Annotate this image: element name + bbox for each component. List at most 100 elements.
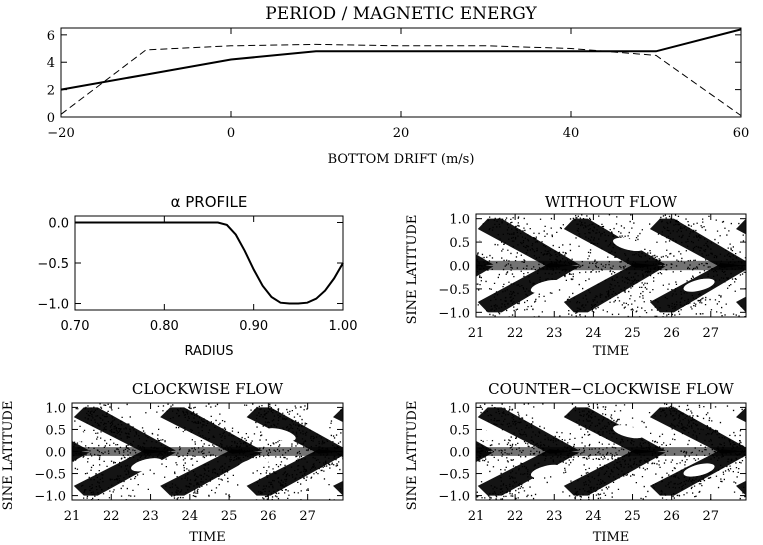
y-tick-label: −0.5 <box>438 468 470 483</box>
y-tick-label: 0.5 <box>45 423 66 438</box>
wing-band <box>73 407 176 454</box>
chart-title: CLOCKWISE FLOW <box>132 380 284 398</box>
x-tick-label: 26 <box>663 326 680 341</box>
x-tick-label: 21 <box>468 509 485 524</box>
wing-band <box>477 263 580 313</box>
white-island <box>131 458 163 472</box>
y-tick-label: −1.0 <box>438 306 470 321</box>
x-tick-label: 0.90 <box>239 319 268 334</box>
wing-band <box>736 218 746 235</box>
x-tick-label: 23 <box>142 509 159 524</box>
wing-band <box>477 407 580 454</box>
x-tick-label: 27 <box>703 509 720 524</box>
chart-title: WITHOUT FLOW <box>545 193 678 211</box>
x-tick-label: 0 <box>227 126 235 141</box>
wing-band <box>563 263 666 313</box>
wing-band <box>649 407 746 454</box>
butterfly-diagram-2 <box>476 214 746 317</box>
plot-frame <box>74 215 344 311</box>
chart-3-axes: 21 22 23 24 25 26 27 1.0 0.5 0.0 −0.5 −1.0 CLOCKWISE… <box>1 380 344 545</box>
x-tick-label: 22 <box>507 326 524 341</box>
x-tick-label: 26 <box>260 509 277 524</box>
y-tick-label: −1.0 <box>37 298 69 313</box>
x-tick-label: 25 <box>221 509 238 524</box>
x-tick-label: 27 <box>703 326 720 341</box>
wing-band <box>736 480 746 496</box>
white-island <box>158 428 190 442</box>
white-island <box>72 428 90 442</box>
y-tick-label: 4 <box>47 56 55 71</box>
y-axis-label: SINE LATITUDE <box>405 215 420 325</box>
y-axis-label: SINE LATITUDE <box>1 401 16 511</box>
x-tick-label: 23 <box>546 326 563 341</box>
butterfly-diagram-3 <box>72 403 343 500</box>
equator-band <box>476 260 746 271</box>
butterfly-diagram-4 <box>476 403 746 500</box>
x-tick-label: 25 <box>624 509 641 524</box>
series-line-alpha <box>75 221 344 305</box>
x-tick-label: 23 <box>546 509 563 524</box>
butterfly-field <box>72 403 343 500</box>
x-tick-label: 25 <box>624 326 641 341</box>
chart-title: COUNTER−CLOCKWISE FLOW <box>488 380 734 398</box>
butterfly-field <box>476 403 746 500</box>
y-tick-label: 0.5 <box>449 423 470 438</box>
y-tick-label: 6 <box>47 29 55 44</box>
wing-band <box>649 218 746 268</box>
chart-title: PERIOD / MAGNETIC ENERGY <box>265 4 537 24</box>
x-tick-label: 0.70 <box>61 319 90 334</box>
x-tick-label: 24 <box>585 509 602 524</box>
y-tick-label: 0.0 <box>45 446 66 461</box>
y-tick-label: −0.5 <box>438 283 470 298</box>
x-axis-label: TIME <box>593 530 630 545</box>
wing-band <box>246 449 343 496</box>
white-island <box>476 427 496 441</box>
x-tick-label: 24 <box>585 326 602 341</box>
x-tick-label: 26 <box>663 509 680 524</box>
x-tick-label: 21 <box>64 509 81 524</box>
y-tick-label: 0.0 <box>449 446 470 461</box>
white-island <box>264 428 296 442</box>
wing-band <box>160 407 263 454</box>
x-axis-label: TIME <box>189 530 226 545</box>
white-island <box>613 237 645 252</box>
wing-band <box>477 218 580 268</box>
y-tick-label: 0.0 <box>48 216 69 231</box>
x-tick-label: 22 <box>103 509 120 524</box>
x-tick-label: 20 <box>393 126 410 141</box>
chart-title: α PROFILE <box>171 193 248 211</box>
y-tick-label: 1.0 <box>449 401 470 416</box>
x-axis-label: RADIUS <box>184 344 233 359</box>
white-island <box>530 464 563 478</box>
chart-2-axes: 21 22 23 24 25 26 27 1.0 0.5 0.0 −0.5 −1.0 WITHOUT F… <box>405 193 747 359</box>
x-tick-label: 0.80 <box>150 319 179 334</box>
x-tick-label: 24 <box>182 509 199 524</box>
wing-band <box>160 449 263 496</box>
y-tick-label: 2 <box>47 84 55 99</box>
white-island <box>683 463 715 477</box>
wing-band <box>736 407 746 423</box>
wing-band <box>477 449 580 496</box>
y-tick-label: −1.0 <box>34 490 66 505</box>
y-tick-label: 0 <box>47 111 55 126</box>
equator-band <box>72 447 343 456</box>
x-tick-label: 40 <box>563 126 580 141</box>
y-tick-label: 0.5 <box>449 236 470 251</box>
x-tick-label: 1.00 <box>329 319 358 334</box>
butterfly-field <box>476 214 746 317</box>
y-tick-label: −0.5 <box>34 468 66 483</box>
white-island <box>683 278 715 292</box>
chart-4-axes: 21 22 23 24 25 26 27 1.0 0.5 0.0 −0.5 −1.0 COUNTER−C… <box>405 380 747 545</box>
series-line-period <box>60 28 742 91</box>
x-tick-label: 27 <box>299 509 316 524</box>
wing-band <box>333 407 343 423</box>
wing-band <box>563 449 666 496</box>
y-tick-label: 0.0 <box>449 260 470 275</box>
x-tick-label: 60 <box>733 126 750 141</box>
wing-band <box>333 480 343 496</box>
y-tick-label: −0.5 <box>37 257 69 272</box>
equator-band <box>476 447 746 456</box>
white-island <box>530 279 563 294</box>
